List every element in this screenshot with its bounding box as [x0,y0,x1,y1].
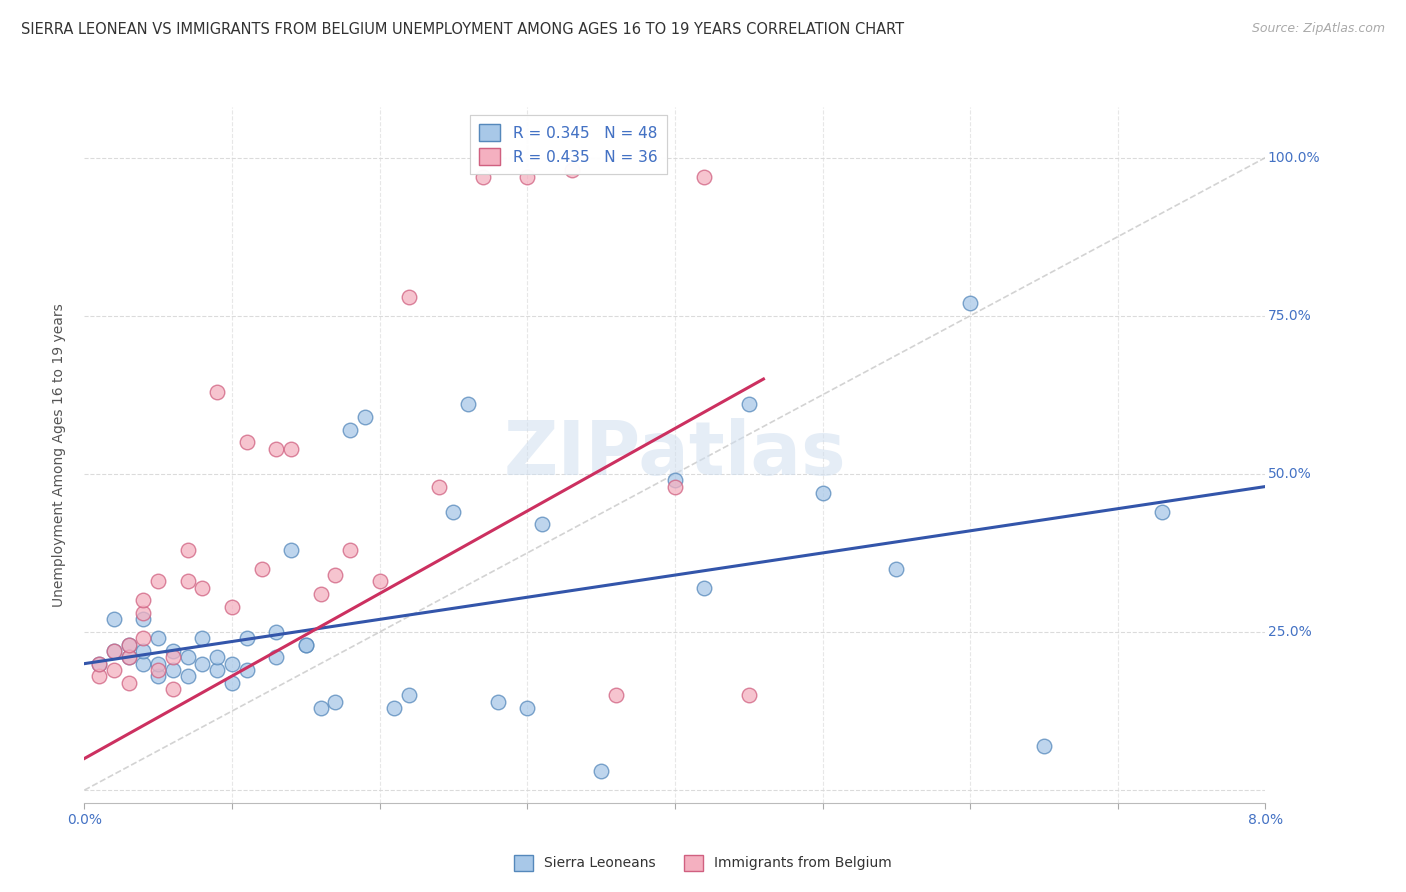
Point [148,574,170,589]
Point [177,542,200,557]
Point [103,644,125,658]
Point [118,638,141,652]
Point [664,473,686,487]
Point [339,423,361,437]
Point [427,479,450,493]
Point [382,701,406,715]
Point [1150,505,1173,519]
Point [162,681,184,696]
Point [177,669,200,683]
Point [591,764,613,779]
Point [664,479,686,493]
Point [737,688,759,702]
Point [472,169,495,184]
Legend: R = 0.345   N = 48, R = 0.435   N = 36: R = 0.345 N = 48, R = 0.435 N = 36 [470,115,666,175]
Point [811,486,834,500]
Point [264,650,288,665]
Point [87,669,111,683]
Point [280,442,302,456]
Point [295,638,318,652]
Point [191,581,214,595]
Point [103,612,125,626]
Point [205,384,228,399]
Text: ZIPatlas: ZIPatlas [503,418,846,491]
Point [486,695,509,709]
Point [132,644,155,658]
Point [398,688,420,702]
Point [368,574,391,589]
Point [398,290,420,304]
Point [235,435,259,450]
Text: 25.0%: 25.0% [1268,625,1312,639]
Point [148,657,170,671]
Point [295,638,318,652]
Point [87,657,111,671]
Point [235,632,259,646]
Point [354,409,377,424]
Point [443,505,465,519]
Point [162,644,184,658]
Point [221,599,243,614]
Point [221,675,243,690]
Point [87,657,111,671]
Point [148,632,170,646]
Text: Source: ZipAtlas.com: Source: ZipAtlas.com [1251,22,1385,36]
Y-axis label: Unemployment Among Ages 16 to 19 years: Unemployment Among Ages 16 to 19 years [52,303,66,607]
Point [148,669,170,683]
Text: 75.0%: 75.0% [1268,309,1312,323]
Point [516,701,538,715]
Point [250,562,273,576]
Point [457,397,479,411]
Point [221,657,243,671]
Point [693,581,716,595]
Point [516,169,538,184]
Point [339,542,361,557]
Point [1032,739,1054,753]
Text: 100.0%: 100.0% [1268,151,1320,165]
Point [162,650,184,665]
Point [132,606,155,620]
Point [737,397,759,411]
Point [531,517,554,532]
Point [118,650,141,665]
Point [264,442,288,456]
Point [235,663,259,677]
Point [103,663,125,677]
Point [132,632,155,646]
Point [560,163,583,178]
Point [191,632,214,646]
Point [309,587,332,601]
Point [118,650,141,665]
Point [177,650,200,665]
Point [132,593,155,607]
Point [280,542,302,557]
Point [118,638,141,652]
Point [132,612,155,626]
Point [205,650,228,665]
Point [132,657,155,671]
Point [205,663,228,677]
Text: 50.0%: 50.0% [1268,467,1312,481]
Legend: Sierra Leoneans, Immigrants from Belgium: Sierra Leoneans, Immigrants from Belgium [509,849,897,876]
Point [264,625,288,640]
Point [177,574,200,589]
Point [103,644,125,658]
Point [323,695,347,709]
Point [162,663,184,677]
Point [693,169,716,184]
Point [118,675,141,690]
Point [605,688,627,702]
Point [309,701,332,715]
Point [959,296,981,310]
Point [886,562,908,576]
Text: SIERRA LEONEAN VS IMMIGRANTS FROM BELGIUM UNEMPLOYMENT AMONG AGES 16 TO 19 YEARS: SIERRA LEONEAN VS IMMIGRANTS FROM BELGIU… [21,22,904,37]
Point [148,663,170,677]
Point [191,657,214,671]
Point [323,568,347,582]
